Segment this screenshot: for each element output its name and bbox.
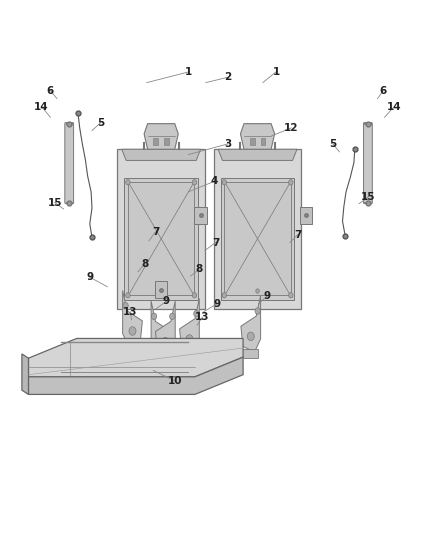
Polygon shape	[123, 290, 142, 346]
Circle shape	[194, 310, 199, 317]
FancyBboxPatch shape	[65, 123, 74, 204]
Polygon shape	[155, 301, 175, 357]
Circle shape	[256, 289, 259, 293]
Text: 1: 1	[185, 67, 192, 77]
Circle shape	[126, 180, 130, 185]
Text: 1: 1	[272, 67, 279, 77]
Polygon shape	[155, 354, 173, 364]
Text: 13: 13	[195, 312, 210, 322]
FancyBboxPatch shape	[128, 182, 194, 295]
Circle shape	[158, 337, 164, 346]
Text: 7: 7	[294, 230, 301, 239]
FancyBboxPatch shape	[164, 138, 169, 146]
Text: 7: 7	[212, 238, 219, 247]
Polygon shape	[300, 207, 312, 224]
Text: 12: 12	[284, 123, 299, 133]
Text: 8: 8	[141, 259, 148, 269]
Circle shape	[289, 293, 293, 298]
Text: 5: 5	[97, 118, 104, 127]
Polygon shape	[28, 338, 243, 377]
Polygon shape	[241, 296, 261, 352]
Polygon shape	[28, 357, 243, 394]
Polygon shape	[180, 298, 199, 354]
Polygon shape	[240, 124, 275, 149]
Circle shape	[123, 303, 128, 309]
Text: 14: 14	[387, 102, 402, 111]
Text: 4: 4	[211, 176, 218, 186]
Circle shape	[247, 332, 254, 341]
Circle shape	[129, 327, 136, 335]
Circle shape	[222, 180, 226, 185]
FancyBboxPatch shape	[250, 138, 254, 146]
Circle shape	[222, 293, 226, 298]
Polygon shape	[155, 281, 167, 298]
Text: 14: 14	[34, 102, 49, 111]
Circle shape	[255, 308, 260, 314]
Circle shape	[192, 293, 197, 298]
Polygon shape	[180, 352, 197, 361]
Circle shape	[289, 180, 293, 185]
Circle shape	[126, 293, 130, 298]
Circle shape	[186, 335, 193, 343]
FancyBboxPatch shape	[124, 178, 198, 300]
Text: 15: 15	[47, 198, 62, 207]
Text: 5: 5	[329, 139, 336, 149]
Polygon shape	[194, 207, 207, 224]
FancyBboxPatch shape	[224, 182, 291, 295]
Polygon shape	[149, 354, 171, 364]
Text: 9: 9	[86, 272, 93, 282]
Text: 6: 6	[380, 86, 387, 95]
Text: 6: 6	[47, 86, 54, 95]
Circle shape	[162, 337, 169, 346]
Text: 7: 7	[152, 227, 159, 237]
Text: 3: 3	[224, 139, 231, 149]
Text: 15: 15	[360, 192, 375, 202]
Polygon shape	[151, 301, 171, 357]
Polygon shape	[144, 124, 178, 149]
Text: 9: 9	[213, 299, 220, 309]
Text: 9: 9	[163, 296, 170, 306]
Text: 10: 10	[168, 376, 183, 386]
FancyBboxPatch shape	[153, 138, 158, 146]
Circle shape	[192, 180, 197, 185]
Text: 9: 9	[264, 291, 271, 301]
Polygon shape	[218, 149, 297, 160]
Text: 2: 2	[224, 72, 231, 82]
Polygon shape	[120, 344, 142, 353]
FancyBboxPatch shape	[364, 123, 372, 204]
FancyBboxPatch shape	[261, 138, 265, 146]
Circle shape	[159, 289, 163, 293]
FancyBboxPatch shape	[221, 178, 294, 300]
Polygon shape	[122, 149, 201, 160]
Polygon shape	[214, 149, 301, 309]
Text: 8: 8	[196, 264, 203, 274]
Text: 13: 13	[123, 307, 138, 317]
Polygon shape	[22, 354, 28, 394]
Polygon shape	[117, 149, 205, 309]
Circle shape	[170, 313, 175, 320]
Circle shape	[152, 313, 157, 320]
Polygon shape	[241, 349, 258, 358]
